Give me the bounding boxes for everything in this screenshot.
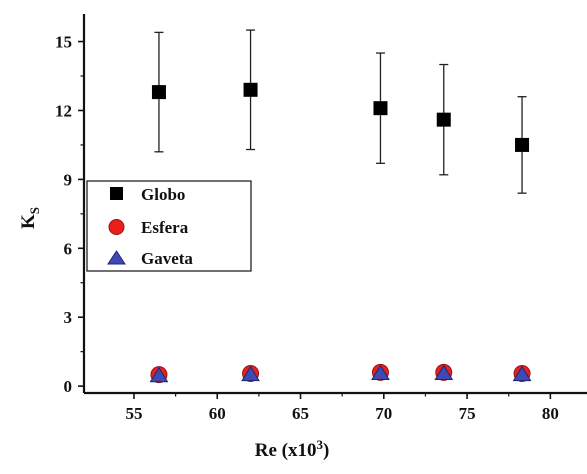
x-tick-label: 60 bbox=[209, 404, 226, 423]
y-ticks: 0 3 6 9 12 15 bbox=[55, 33, 84, 396]
y-tick-label: 12 bbox=[55, 101, 72, 120]
y-tick-label: 0 bbox=[64, 377, 73, 396]
x-tick-label: 80 bbox=[542, 404, 559, 423]
point-gaveta bbox=[241, 365, 260, 382]
y-tick-label: 6 bbox=[64, 239, 73, 258]
point-gaveta bbox=[434, 364, 454, 380]
data-marks bbox=[149, 29, 532, 384]
plot-frame bbox=[82, 14, 587, 395]
x-tick-label: 65 bbox=[292, 404, 309, 423]
y-axis-title: KS bbox=[18, 207, 42, 229]
y-tick-label: 15 bbox=[55, 33, 72, 52]
legend-label-esfera: Esfera bbox=[141, 218, 189, 237]
x-axis-title: Re (x103) bbox=[255, 437, 330, 461]
legend-label-globo: Globo bbox=[141, 185, 185, 204]
x-tick-label: 55 bbox=[125, 404, 142, 423]
x-tick-label: 70 bbox=[375, 404, 392, 423]
y-tick-label: 3 bbox=[64, 308, 73, 327]
point-globo bbox=[243, 82, 258, 97]
x-tick-label: 75 bbox=[459, 404, 476, 423]
point-gaveta bbox=[371, 364, 390, 380]
point-globo bbox=[373, 101, 388, 116]
point-globo bbox=[436, 112, 451, 127]
legend-marker-globo bbox=[110, 187, 123, 200]
point-globo bbox=[151, 85, 166, 100]
legend-marker-esfera bbox=[108, 219, 125, 235]
x-ticks: 55 60 65 70 75 80 bbox=[125, 393, 559, 423]
y-tick-label: 9 bbox=[64, 170, 73, 189]
legend: Globo Esfera Gaveta bbox=[86, 180, 252, 272]
point-globo bbox=[515, 137, 530, 152]
legend-marker-gaveta bbox=[107, 250, 126, 265]
point-gaveta bbox=[512, 365, 532, 382]
point-gaveta bbox=[149, 366, 169, 383]
legend-label-gaveta: Gaveta bbox=[141, 249, 193, 268]
